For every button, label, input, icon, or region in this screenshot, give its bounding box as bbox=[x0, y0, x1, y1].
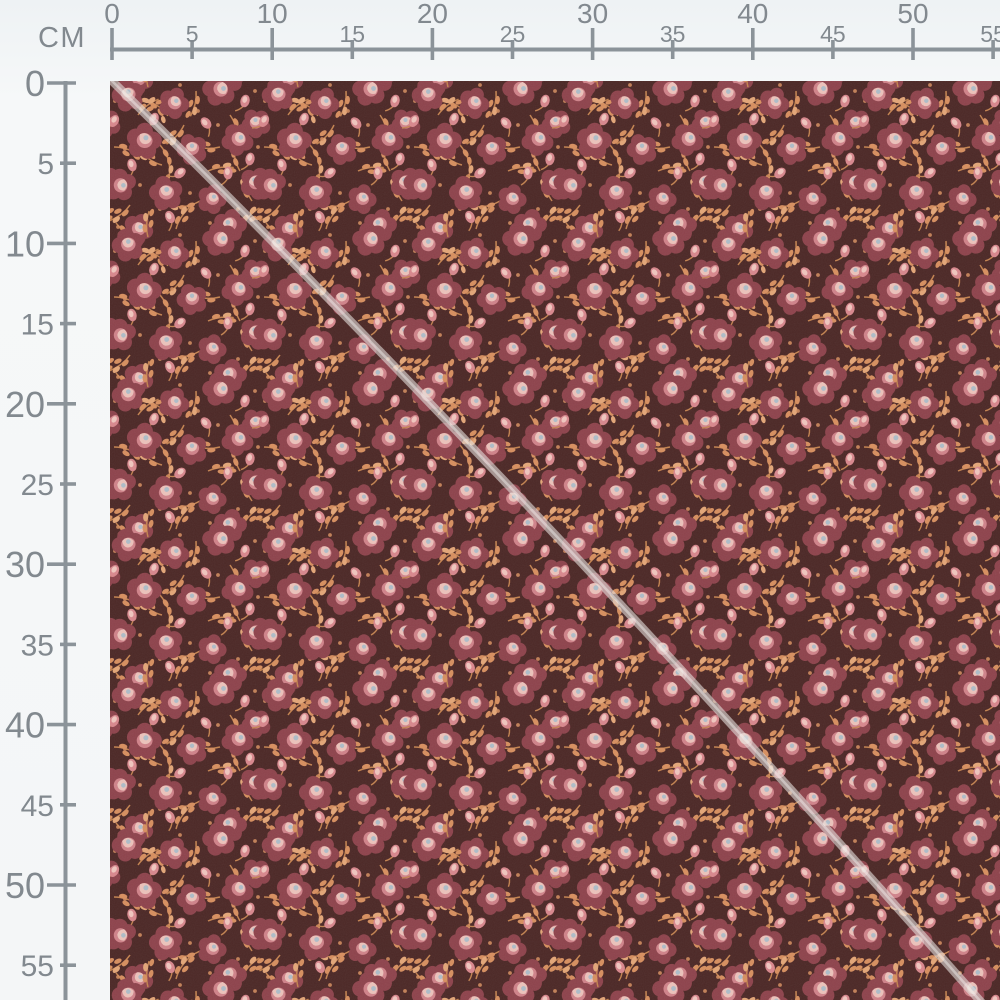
v-ruler-label-35: 35 bbox=[21, 629, 54, 662]
v-ruler-label-50: 50 bbox=[5, 865, 45, 906]
fabric-swatch bbox=[110, 81, 1000, 1000]
v-ruler-label-55: 55 bbox=[21, 950, 54, 983]
v-ruler-label-10: 10 bbox=[5, 223, 45, 264]
h-ruler-label-30: 30 bbox=[577, 0, 608, 29]
h-ruler-label-10: 10 bbox=[257, 0, 288, 29]
v-ruler-label-40: 40 bbox=[5, 705, 45, 746]
vertical-ruler: 0 5 10 15 20 25 30 35 40 45 50 55 bbox=[5, 63, 76, 1000]
h-ruler-label-35: 35 bbox=[660, 21, 686, 47]
h-ruler-label-0: 0 bbox=[104, 0, 120, 29]
v-ruler-label-15: 15 bbox=[21, 309, 54, 342]
v-ruler-label-0: 0 bbox=[25, 63, 45, 104]
diagonal-seam-highlight bbox=[110, 81, 982, 1000]
h-ruler-label-55: 55 bbox=[980, 21, 1000, 47]
h-ruler-label-25: 25 bbox=[500, 21, 526, 47]
v-ruler-label-20: 20 bbox=[5, 384, 45, 425]
horizontal-ruler: 0 5 10 15 20 25 30 35 40 45 50 55 bbox=[104, 0, 1000, 60]
h-ruler-label-15: 15 bbox=[340, 21, 366, 47]
v-ruler-label-45: 45 bbox=[21, 790, 54, 823]
v-ruler-label-5: 5 bbox=[37, 148, 54, 181]
h-ruler-label-45: 45 bbox=[820, 21, 846, 47]
h-ruler-label-20: 20 bbox=[417, 0, 448, 29]
h-ruler-label-40: 40 bbox=[737, 0, 768, 29]
v-ruler-label-30: 30 bbox=[5, 544, 45, 585]
v-ruler-label-25: 25 bbox=[21, 469, 54, 502]
h-ruler-label-50: 50 bbox=[897, 0, 928, 29]
h-ruler-label-5: 5 bbox=[186, 21, 199, 47]
diagonal-seam-line bbox=[110, 81, 986, 1000]
fabric-pattern-image bbox=[110, 81, 1000, 1000]
unit-label: CM bbox=[38, 22, 86, 54]
